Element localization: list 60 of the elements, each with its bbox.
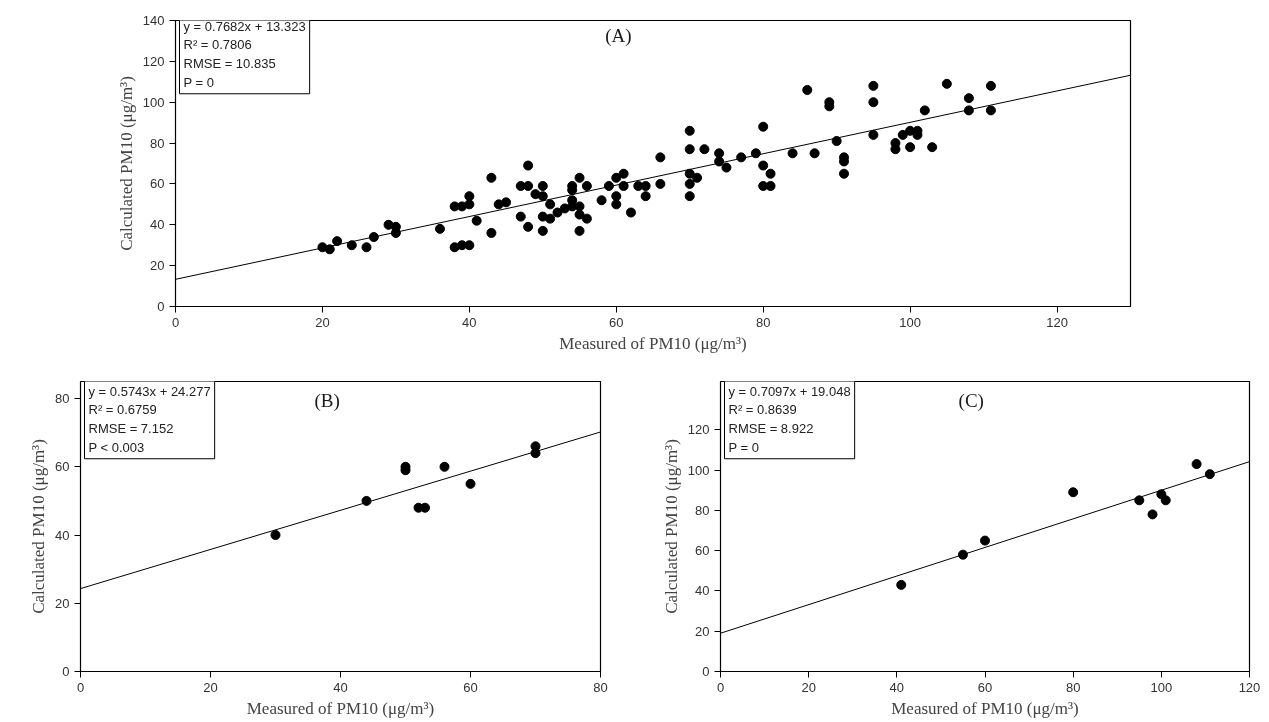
x-tick-label: 0	[76, 679, 85, 695]
y-tick-label: 120	[687, 422, 710, 438]
annotation: P < 0.003	[88, 439, 145, 455]
y-tick-label: 60	[150, 176, 165, 192]
annotation: R² = 0.7806	[183, 37, 252, 53]
annotation: y = 0.5743x + 24.277	[88, 383, 211, 399]
y-tick-label: 0	[62, 664, 70, 679]
y-tick-label: 40	[695, 583, 710, 599]
y-tick-label: 40	[150, 217, 165, 233]
annotation: RMSE = 8.922	[728, 421, 814, 436]
x-axis-title: Measured of PM10 (μg/m³)	[891, 698, 1079, 718]
x-tick-label: 60	[463, 679, 478, 695]
y-axis-title: Calculated PM10 (μg/m³)	[661, 439, 681, 614]
x-axis-title: Measured of PM10 (μg/m³)	[246, 698, 435, 718]
x-tick-label: 120	[1046, 314, 1068, 330]
y-axis-title: Calculated PM10 (μg/m³)	[116, 76, 136, 251]
x-axis-title: Measured of PM10 (μg/m³)	[559, 333, 747, 353]
y-tick-label: 60	[695, 543, 710, 559]
chart-title: (B)	[314, 389, 340, 412]
x-tick-label: 60	[609, 314, 624, 330]
x-tick-label: 80	[593, 679, 608, 695]
annotation: R² = 0.6759	[88, 402, 157, 418]
x-tick-label: 40	[889, 679, 905, 695]
y-tick-label: 80	[695, 502, 710, 518]
x-tick-label: 60	[977, 679, 993, 695]
annotation: P = 0	[183, 74, 214, 90]
annotation: RMSE = 10.835	[183, 56, 276, 71]
y-tick-label: 140	[142, 13, 165, 28]
x-tick-label: 100	[899, 314, 921, 330]
annotation: y = 0.7097x + 19.048	[728, 383, 851, 399]
y-tick-label: 80	[150, 135, 165, 151]
y-tick-label: 20	[55, 595, 70, 611]
annotation: y = 0.7682x + 13.323	[183, 18, 306, 34]
y-tick-label: 0	[702, 664, 710, 679]
x-tick-label: 40	[333, 679, 348, 695]
y-tick-label: 60	[55, 459, 70, 475]
y-tick-label: 0	[157, 299, 165, 314]
x-tick-label: 0	[171, 314, 180, 330]
x-tick-label: 100	[1150, 679, 1173, 695]
x-tick-label: 20	[801, 679, 816, 695]
y-tick-label: 80	[55, 391, 70, 407]
y-tick-label: 20	[150, 258, 165, 274]
annotation: R² = 0.8639	[728, 402, 797, 418]
y-tick-label: 20	[695, 623, 710, 639]
chart-title: (C)	[958, 389, 984, 412]
y-tick-label: 120	[142, 53, 165, 69]
x-tick-label: 40	[462, 314, 477, 330]
x-tick-label: 80	[1065, 679, 1081, 695]
x-tick-label: 120	[1238, 679, 1261, 695]
y-tick-label: 100	[687, 462, 710, 478]
chart-title: (A)	[605, 24, 632, 47]
x-tick-label: 20	[315, 314, 330, 330]
y-tick-label: 100	[142, 94, 165, 110]
x-tick-label: 0	[716, 679, 725, 695]
y-tick-label: 40	[55, 527, 70, 543]
annotation: RMSE = 7.152	[88, 421, 174, 436]
x-tick-label: 80	[755, 314, 771, 330]
y-axis-title: Calculated PM10 (μg/m³)	[29, 439, 49, 614]
annotation: P = 0	[728, 439, 759, 455]
x-tick-label: 20	[203, 679, 218, 695]
